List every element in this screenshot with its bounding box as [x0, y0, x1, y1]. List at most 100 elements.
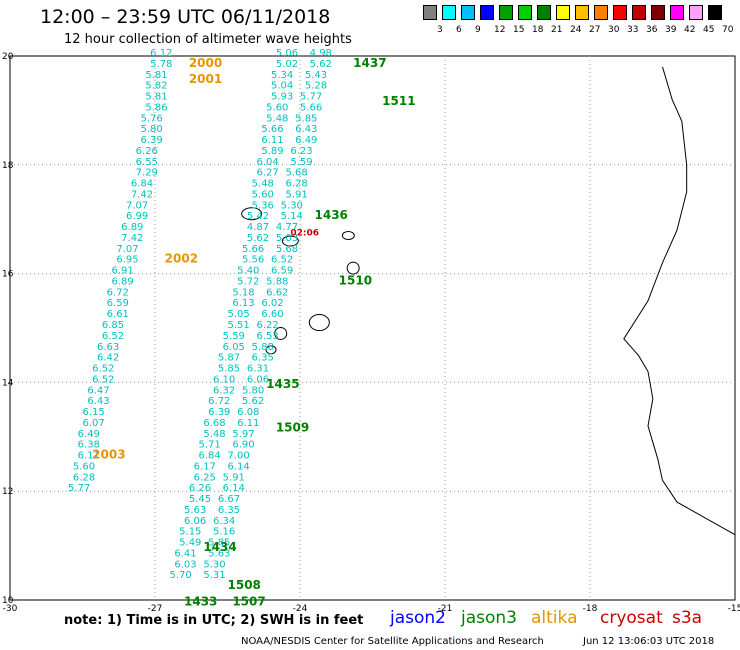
legend-jason2: jason2	[390, 608, 446, 628]
wave-height-value: 5.86	[145, 102, 167, 113]
wave-height-value: 6.08	[237, 407, 259, 418]
wave-height-value: 5.30	[281, 200, 303, 211]
wave-height-value: 5.59	[290, 157, 312, 168]
scale-swatch	[670, 5, 684, 20]
wave-height-value: 6.06	[184, 516, 206, 527]
wave-height-value: 6.53	[257, 331, 279, 342]
plot-frame	[9, 55, 736, 601]
wave-height-value: 5.91	[286, 189, 308, 200]
island	[241, 207, 263, 221]
track-time-label: 2000	[189, 56, 222, 70]
legend-cryosat: cryosat	[600, 608, 663, 628]
wave-height-value: 5.87	[218, 353, 240, 364]
wave-height-value: 5.66	[242, 244, 264, 255]
x-tick-label: -30	[3, 604, 18, 614]
wave-height-value: 6.95	[116, 255, 138, 266]
wave-height-value: 5.63	[208, 548, 230, 559]
wave-height-value: 5.51	[228, 320, 250, 331]
track-time-label: 02:06	[290, 229, 319, 239]
track-time-label: 1510	[339, 273, 372, 287]
wave-height-value: 5.68	[286, 168, 308, 179]
wave-height-value: 6.72	[107, 287, 129, 298]
wave-height-value: 5.14	[281, 211, 303, 222]
wave-height-value: 6.60	[261, 309, 283, 320]
wave-height-value: 5.62	[247, 233, 269, 244]
track-time-label: 1434	[203, 540, 236, 554]
wave-height-value: 6.05	[223, 342, 245, 353]
wave-height-value: 5.36	[252, 200, 274, 211]
wave-height-value: 5.97	[232, 429, 254, 440]
wave-height-value: 6.14	[223, 483, 245, 494]
wave-height-value: 7.07	[116, 244, 138, 255]
scale-label: 18	[532, 25, 544, 35]
wave-height-value: 5.49	[179, 538, 201, 549]
wave-height-value: 6.26	[189, 483, 211, 494]
legend-altika: altika	[531, 608, 578, 628]
x-tick-label: -21	[438, 604, 453, 614]
wave-height-value: 5.48	[203, 429, 225, 440]
wave-height-value: 6.02	[261, 298, 283, 309]
wave-height-value: 5.78	[150, 59, 172, 70]
wave-height-value: 6.11	[78, 451, 100, 462]
wave-height-value: 5.60	[252, 189, 274, 200]
wave-height-value: 6.62	[266, 287, 288, 298]
track-time-label: 1437	[353, 56, 386, 70]
wave-height-value: 6.23	[290, 146, 312, 157]
wave-height-value: 6.59	[107, 298, 129, 309]
wave-height-value: 6.52	[102, 331, 124, 342]
wave-height-value: 6.06	[247, 374, 269, 385]
wave-height-value: 6.99	[126, 211, 148, 222]
wave-height-value: 5.82	[145, 81, 167, 92]
track-time-label: 1508	[228, 578, 261, 592]
track-time-label: 1436	[315, 208, 348, 222]
wave-height-value: 6.89	[112, 276, 134, 287]
wave-height-value: 5.80	[141, 124, 163, 135]
island	[308, 314, 330, 332]
wave-height-value: 6.28	[286, 179, 308, 190]
wave-height-value: 5.70	[170, 570, 192, 581]
wave-height-value: 5.43	[305, 70, 327, 81]
wave-height-value: 5.89	[261, 146, 283, 157]
scale-label: 42	[684, 25, 696, 35]
scale-swatch	[689, 5, 703, 20]
wave-height-value: 5.91	[223, 472, 245, 483]
y-tick-label: 16	[2, 270, 14, 280]
island	[341, 231, 355, 241]
wave-height-value: 5.40	[237, 266, 259, 277]
wave-height-value: 5.03	[276, 233, 298, 244]
wave-height-value: 6.25	[194, 472, 216, 483]
wave-height-value: 5.77	[68, 483, 90, 494]
scale-label: 21	[551, 25, 563, 35]
wave-height-value: 6.67	[218, 494, 240, 505]
y-tick-label: 18	[2, 161, 14, 171]
wave-height-value: 6.07	[83, 418, 105, 429]
scale-label: 6	[456, 25, 462, 35]
wave-height-value: 5.85	[208, 538, 230, 549]
scale-label: 30	[608, 25, 620, 35]
y-tick-label: 14	[2, 378, 14, 388]
wave-height-value: 6.39	[141, 135, 163, 146]
wave-height-value: 5.31	[203, 570, 225, 581]
track-time-label: 1511	[382, 94, 415, 108]
wave-height-value: 5.85	[218, 364, 240, 375]
wave-height-value: 5.80	[242, 385, 264, 396]
legend-jason3: jason3	[461, 608, 517, 628]
wave-height-value: 5.71	[199, 440, 221, 451]
wave-height-value: 7.07	[126, 200, 148, 211]
scale-label: 27	[589, 25, 601, 35]
y-tick-label: 12	[2, 487, 13, 497]
wave-height-value: 5.15	[179, 527, 201, 538]
wave-height-value: 6.12	[150, 48, 172, 59]
wave-height-value: 6.35	[218, 505, 240, 516]
wave-height-value: 7.29	[136, 168, 158, 179]
wave-height-value: 5.66	[300, 102, 322, 113]
wave-height-value: 6.11	[261, 135, 283, 146]
wave-height-value: 6.84	[199, 451, 221, 462]
wave-height-value: 5.66	[261, 124, 283, 135]
scale-swatch	[461, 5, 475, 20]
scale-swatch	[499, 5, 513, 20]
wave-height-value: 6.34	[213, 516, 235, 527]
wave-height-value: 5.02	[276, 59, 298, 70]
y-tick-label: 10	[2, 596, 14, 606]
